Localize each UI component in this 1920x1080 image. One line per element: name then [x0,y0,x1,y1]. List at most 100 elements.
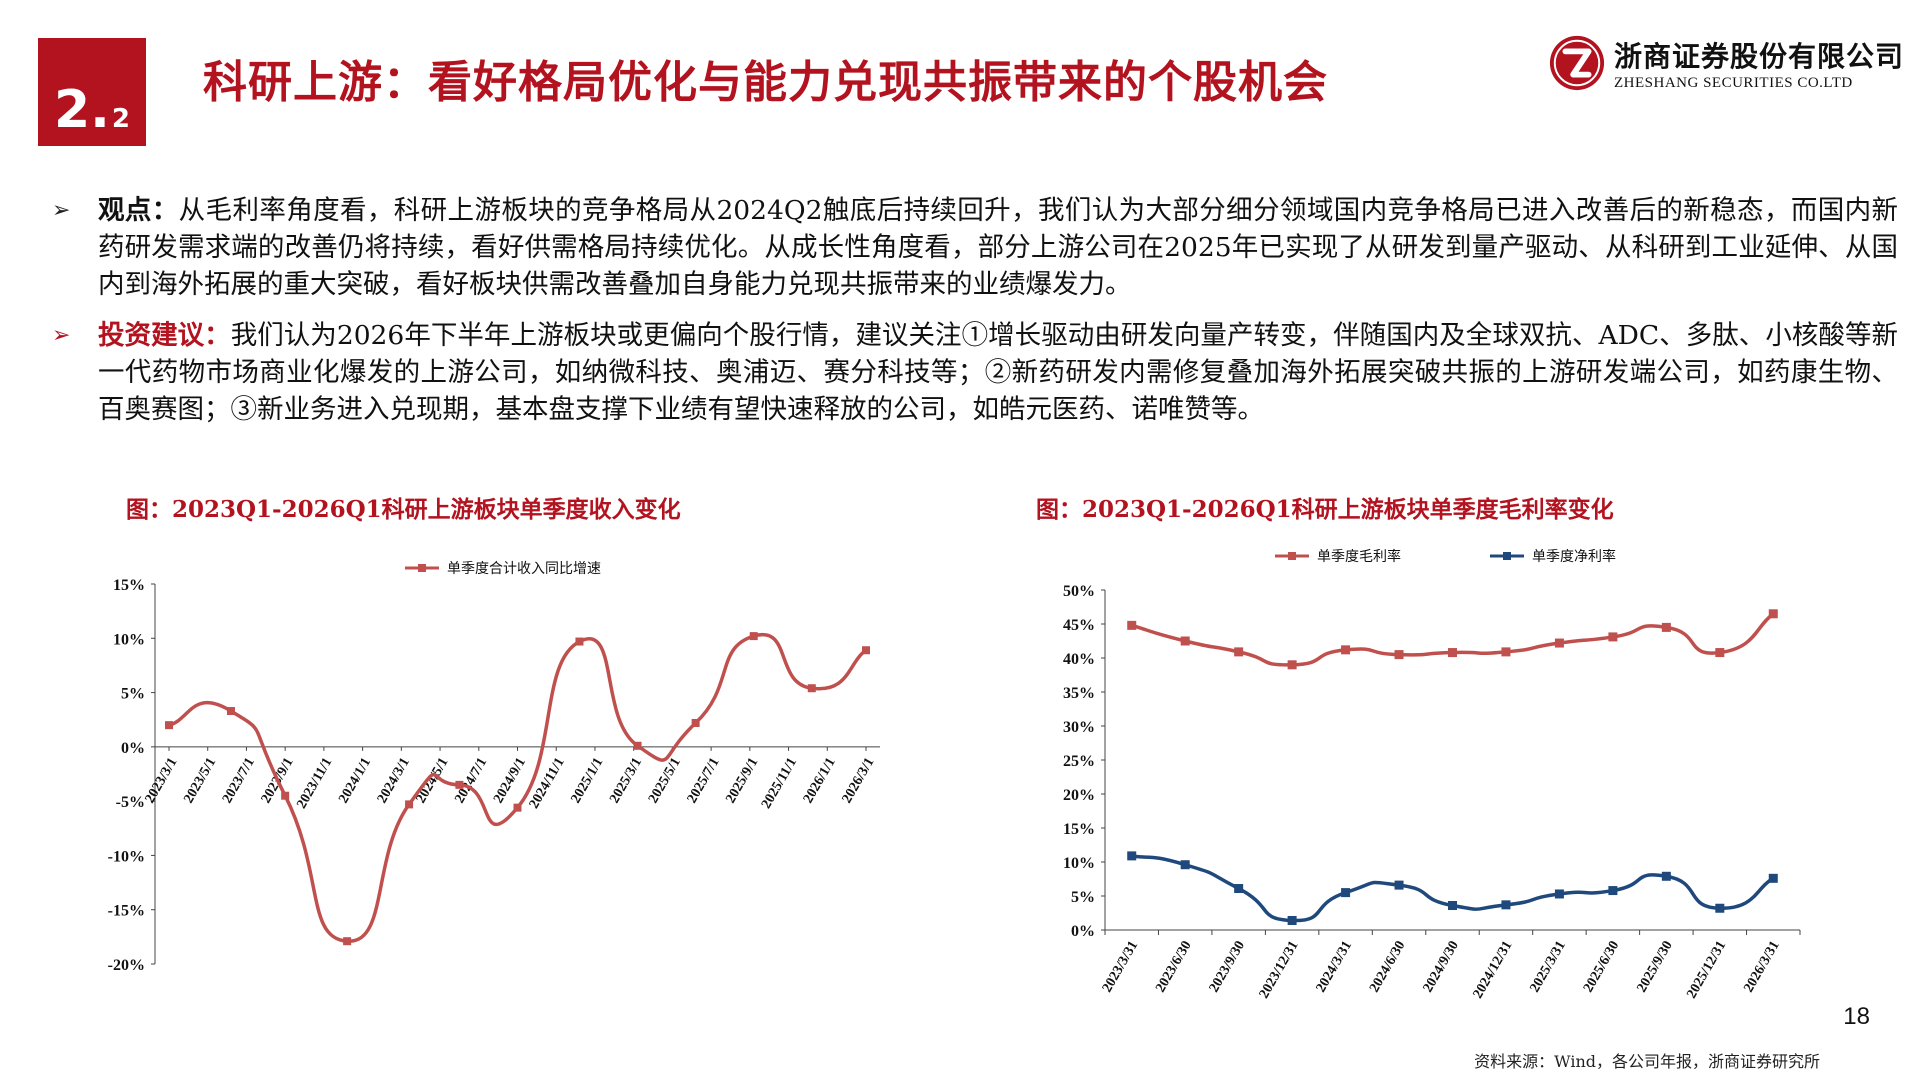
data-point-net-margin [1661,871,1671,881]
x-tick-label: 2023/9/30 [1207,939,1248,996]
x-tick-label: 2025/1/1 [569,755,607,806]
data-point-gross-margin [1180,636,1190,646]
x-tick-label: 2024/12/31 [1471,939,1516,1002]
y-tick-label: 0% [121,740,145,757]
bullet-arrow-icon: ➢ [52,198,71,223]
x-tick-label: 2025/3/31 [1528,939,1569,996]
data-point-net-margin [1608,886,1618,896]
chart-title-margin: 图：2023Q1-2026Q1科研上游板块单季度毛利率变化 [1036,496,1614,523]
data-point-gross-margin [1287,660,1297,670]
y-tick-label: 10% [1063,855,1095,872]
x-tick-label: 2024/9/30 [1421,939,1462,996]
bullet-viewpoint: ➢ 观点：从毛利率角度看，科研上游板块的竞争格局从2024Q2触底后持续回升，我… [52,192,1902,303]
data-point-revenue-growth [633,741,642,750]
margin-chart-svg: 50% 45% 40% 35% 30% 25% 20% 15% 10% 5% 0% 2023/3/31… [1063,548,1801,1002]
data-point-revenue-growth [575,637,584,646]
data-point-revenue-growth [862,646,870,655]
section-number-badge: 2. 2 [38,38,146,146]
data-point-net-margin [1287,915,1297,925]
company-name-en: ZHESHANG SECURITIES CO.LTD [1614,74,1853,91]
data-point-net-margin [1448,901,1457,911]
data-point-gross-margin [1661,622,1671,632]
bullet-arrow-icon: ➢ [52,323,71,348]
data-point-net-margin [1234,884,1244,894]
company-logo: 浙商证券股份有限公司 ZHESHANG SECURITIES CO.LTD [1548,34,1904,92]
x-tick-label: 2023/3/31 [1100,939,1141,996]
bullet-list: ➢ 观点：从毛利率角度看，科研上游板块的竞争格局从2024Q2触底后持续回升，我… [52,192,1902,442]
data-point-gross-margin [1394,650,1404,660]
data-point-gross-margin [1501,647,1511,657]
x-tick-label: 2023/6/30 [1153,939,1194,996]
data-point-revenue-growth [455,780,464,789]
y-tick-label: 35% [1063,685,1095,702]
series-line-gross-margin [1131,612,1775,667]
y-tick-label: -10% [108,848,145,865]
company-name-cn: 浙商证券股份有限公司 [1614,39,1905,73]
x-tick-label: 2024/1/1 [336,755,374,806]
legend-label-revenue-growth: 单季度合计收入同比增速 [447,561,601,577]
data-point-revenue-growth [343,937,352,946]
data-point-gross-margin [1608,632,1618,642]
data-point-gross-margin [1127,620,1137,630]
zheshang-logo-icon [1549,35,1605,91]
x-tick-label: 2025/9/1 [723,755,761,806]
data-point-net-margin [1341,888,1351,898]
data-point-gross-margin [1341,645,1351,655]
data-point-gross-margin [1234,647,1244,657]
legend-marker-net-margin [1503,552,1511,560]
y-tick-label: -15% [108,903,145,920]
x-tick-label: 2025/11/1 [759,755,800,811]
bullet-viewpoint-content: 观点：从毛利率角度看，科研上游板块的竞争格局从2024Q2触底后持续回升，我们认… [98,192,1898,303]
legend-marker-gross-margin [1288,552,1296,560]
data-point-net-margin [1768,873,1778,883]
x-tick-label: 2025/9/30 [1634,939,1675,996]
bullet-investment-content: 投资建议：我们认为2026年下半年上游板块或更偏向个股行情，建议关注①增长驱动由… [98,317,1898,428]
data-point-revenue-growth [405,800,414,809]
data-point-revenue-growth [807,684,816,693]
y-tick-label: 5% [121,686,145,703]
chart-title-revenue: 图：2023Q1-2026Q1科研上游板块单季度收入变化 [126,496,681,523]
data-point-revenue-growth [226,707,235,716]
y-tick-label: 10% [113,631,145,648]
data-point-revenue-growth [281,791,290,800]
y-tick-label: 40% [1063,651,1095,668]
legend-marker-revenue-growth [418,564,426,572]
data-point-net-margin [1180,860,1190,870]
source-note: 资料来源：Wind，各公司年报，浙商证券研究所 [1474,1052,1820,1071]
section-number-minor: 2 [111,104,131,134]
revenue-growth-chart-svg: 15% 10% 5% 0% -5% -10% -15% -20% 2023/3/1 2023/5/… [108,561,880,974]
bullet-viewpoint-text: 从毛利率角度看，科研上游板块的竞争格局从2024Q2触底后持续回升，我们认为大部… [98,195,1899,300]
data-point-gross-margin [1554,638,1564,648]
data-point-revenue-growth [165,721,173,730]
x-tick-label: 2025/7/1 [685,755,723,806]
bullet-investment-lead: 投资建议： [98,320,231,351]
y-tick-label: 15% [1063,821,1095,838]
y-tick-label: 0% [1071,923,1095,940]
y-tick-label: 20% [1063,787,1095,804]
x-tick-label: 2025/12/31 [1684,939,1729,1002]
x-tick-label: 2023/7/1 [220,755,258,806]
data-point-gross-margin [1448,648,1457,658]
bullet-viewpoint-lead: 观点： [98,195,179,226]
x-tick-label: 2024/6/30 [1367,939,1408,996]
y-tick-label: 45% [1063,617,1095,634]
y-tick-label: 30% [1063,719,1095,736]
page-title: 科研上游：看好格局优化与能力兑现共振带来的个股机会 [203,57,1328,108]
margin-chart: 50% 45% 40% 35% 30% 25% 20% 15% 10% 5% 0% 2023/3/31… [1020,540,1820,1010]
x-tick-label: 2023/12/31 [1257,939,1302,1002]
series-line-net-margin [1131,854,1775,923]
x-tick-label: 2023/11/1 [294,755,335,811]
legend-label-net-margin: 单季度净利率 [1532,548,1616,565]
bullet-investment-text: 我们认为2026年下半年上游板块或更偏向个股行情，建议关注①增长驱动由研发向量产… [98,320,1898,425]
x-tick-label: 2025/3/1 [607,755,645,806]
x-tick-label: 2024/3/1 [375,755,413,806]
data-point-net-margin [1394,880,1404,890]
x-tick-label: 2025/6/30 [1581,939,1622,996]
y-tick-label: 50% [1063,583,1095,600]
data-point-revenue-growth [749,632,758,641]
data-point-gross-margin [1715,648,1725,658]
x-tick-label: 2024/7/1 [452,755,490,806]
data-point-revenue-growth [691,718,700,727]
y-tick-label: 5% [1071,889,1095,906]
x-tick-label: 2026/3/31 [1741,939,1782,996]
